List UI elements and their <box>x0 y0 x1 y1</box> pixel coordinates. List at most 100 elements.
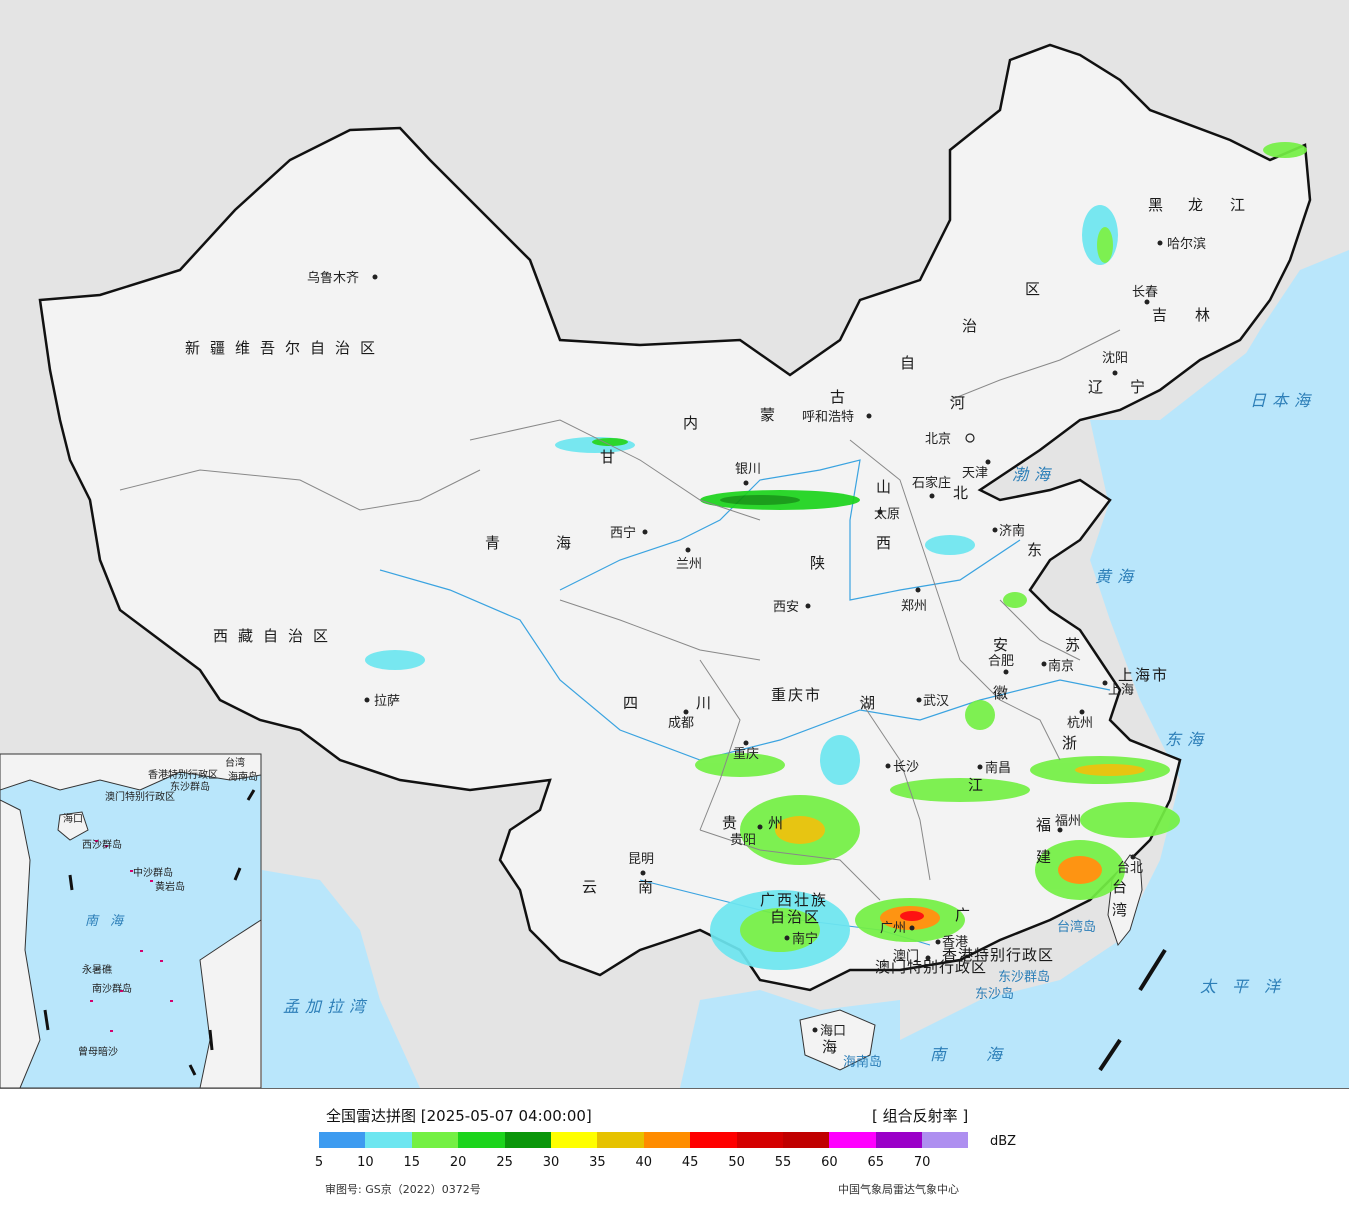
province-label: 西 <box>876 534 901 552</box>
svg-text:东沙群岛: 东沙群岛 <box>170 780 210 793</box>
legend-tick: 45 <box>681 1155 699 1170</box>
svg-text:南海: 南海 <box>85 914 135 929</box>
province-label: 台 <box>1112 878 1137 896</box>
svg-text:海南岛: 海南岛 <box>228 770 258 783</box>
svg-text:黄岩岛: 黄岩岛 <box>155 880 185 893</box>
province-label: 湾 <box>1112 901 1137 919</box>
province-label: 江 <box>1230 196 1255 214</box>
legend-swatch <box>829 1132 876 1148</box>
svg-text:南海: 南海 <box>930 1045 1042 1064</box>
legend-tick: 25 <box>496 1155 513 1170</box>
province-label: 贵 <box>722 814 747 832</box>
city-label: 银川 <box>735 462 761 477</box>
city-label: 南京 <box>1048 658 1074 674</box>
legend-tick: 5 <box>314 1155 324 1170</box>
yangtze-river <box>379 569 1111 761</box>
province-label: 内 <box>683 414 708 432</box>
city-label: 西宁 <box>610 525 636 541</box>
svg-text:台湾岛: 台湾岛 <box>1057 919 1096 935</box>
province-label: 海 <box>556 534 581 552</box>
color-scale <box>319 1132 969 1148</box>
legend-swatch <box>550 1132 598 1148</box>
svg-text:香港特别行政区: 香港特别行政区 <box>148 768 218 781</box>
svg-text:东海: 东海 <box>1165 730 1209 749</box>
svg-text:永暑礁: 永暑礁 <box>82 963 112 976</box>
svg-text:日本海: 日本海 <box>1250 391 1316 410</box>
sea-labels: 日本海 渤海 黄海 东海 南海 太平洋 孟加拉湾 台湾岛 海南岛 东沙群岛 东沙… <box>283 391 1316 1070</box>
product-label: [ 组合反射率 ] <box>872 1107 969 1125</box>
legend-swatch <box>736 1132 783 1148</box>
radar-map: 新疆维吾尔自治区 西藏自治区 青 海 甘 内 蒙 古 自 治 区 黑 龙 江 吉… <box>0 0 1349 1088</box>
city-label: 哈尔滨 <box>1167 236 1206 252</box>
city-label: 长沙 <box>893 760 919 775</box>
province-label: 宁 <box>1130 378 1155 396</box>
bengal-sea <box>262 870 420 1088</box>
inset-labels: 香港特别行政区 澳门特别行政区 东沙群岛 西沙群岛 中沙群岛 黄岩岛 南海 南沙… <box>63 756 258 1058</box>
province-label: 林 <box>1195 306 1220 324</box>
legend-tick: 20 <box>449 1155 467 1170</box>
province-label: 州 <box>768 814 793 832</box>
province-label: 上海市 <box>1118 666 1169 684</box>
city-label: 上海 <box>1108 683 1134 698</box>
city-label: 贵阳 <box>730 833 756 848</box>
legend-tick: 65 <box>867 1155 885 1170</box>
province-label: 福 <box>1036 816 1061 834</box>
province-label: 陕 <box>810 554 835 572</box>
province-label: 山 <box>876 478 901 496</box>
province-label: 安 <box>993 636 1018 654</box>
approval-number: 审图号: GS京（2022）0372号 <box>325 1183 481 1196</box>
legend-swatch <box>597 1132 644 1148</box>
province-label: 广西壮族 <box>760 891 828 909</box>
legend-panel: 全国雷达拼图 [2025-05-07 04:00:00] [ 组合反射率 ] 5… <box>0 1088 1349 1209</box>
svg-text:西沙群岛: 西沙群岛 <box>82 838 122 851</box>
svg-text:曾母暗沙: 曾母暗沙 <box>78 1045 118 1058</box>
province-label: 甘 <box>600 448 625 466</box>
city-label: 拉萨 <box>374 694 400 709</box>
province-label: 蒙 <box>760 406 785 424</box>
legend-swatch <box>411 1132 459 1148</box>
province-label: 建 <box>1036 848 1061 866</box>
svg-text:海口: 海口 <box>63 812 83 825</box>
city-label: 兰州 <box>676 557 702 572</box>
legend-tick: 70 <box>913 1155 931 1170</box>
province-label: 东 <box>1027 541 1052 559</box>
province-labels: 新疆维吾尔自治区 西藏自治区 青 海 甘 内 蒙 古 自 治 区 黑 龙 江 吉… <box>185 196 1255 1056</box>
bay-sea <box>1090 330 1349 600</box>
legend-tick: 50 <box>728 1155 745 1170</box>
legend-swatch <box>319 1132 366 1148</box>
legend-tick: 55 <box>774 1155 792 1170</box>
legend-tick: 35 <box>589 1155 606 1170</box>
province-label: 香港特别行政区 <box>942 946 1054 964</box>
legend-tick: 60 <box>821 1155 838 1170</box>
province-label: 川 <box>696 694 721 712</box>
city-label: 长春 <box>1132 285 1158 300</box>
svg-text:孟加拉湾: 孟加拉湾 <box>283 997 371 1016</box>
province-label: 浙 <box>1062 734 1087 752</box>
city-label: 天津 <box>962 466 988 481</box>
city-label: 重庆 <box>733 746 759 762</box>
province-label: 青 <box>485 534 510 552</box>
province-label: 云 <box>582 878 607 896</box>
legend-tick: 10 <box>357 1155 374 1170</box>
city-label: 南昌 <box>985 760 1011 776</box>
province-label: 南 <box>638 878 663 896</box>
legend-swatch <box>643 1132 691 1148</box>
legend-swatch <box>782 1132 830 1148</box>
city-label: 石家庄 <box>912 475 951 491</box>
agency-name: 中国气象局雷达气象中心 <box>838 1183 959 1196</box>
province-label: 新疆维吾尔自治区 <box>185 339 385 357</box>
boundary-dashes <box>1098 948 1167 1072</box>
inset-map <box>0 753 262 1088</box>
city-label: 南宁 <box>792 931 818 947</box>
province-label: 北 <box>953 484 978 502</box>
province-label: 苏 <box>1065 636 1090 654</box>
province-label: 区 <box>1025 280 1050 298</box>
city-label: 西安 <box>773 600 799 615</box>
province-label: 江 <box>968 776 993 794</box>
unit-label: dBZ <box>990 1134 1017 1149</box>
legend-tick: 40 <box>635 1155 653 1170</box>
svg-text:台湾: 台湾 <box>225 756 245 769</box>
city-label: 郑州 <box>901 599 927 614</box>
city-label: 太原 <box>874 507 900 522</box>
city-label: 香港 <box>942 935 968 950</box>
